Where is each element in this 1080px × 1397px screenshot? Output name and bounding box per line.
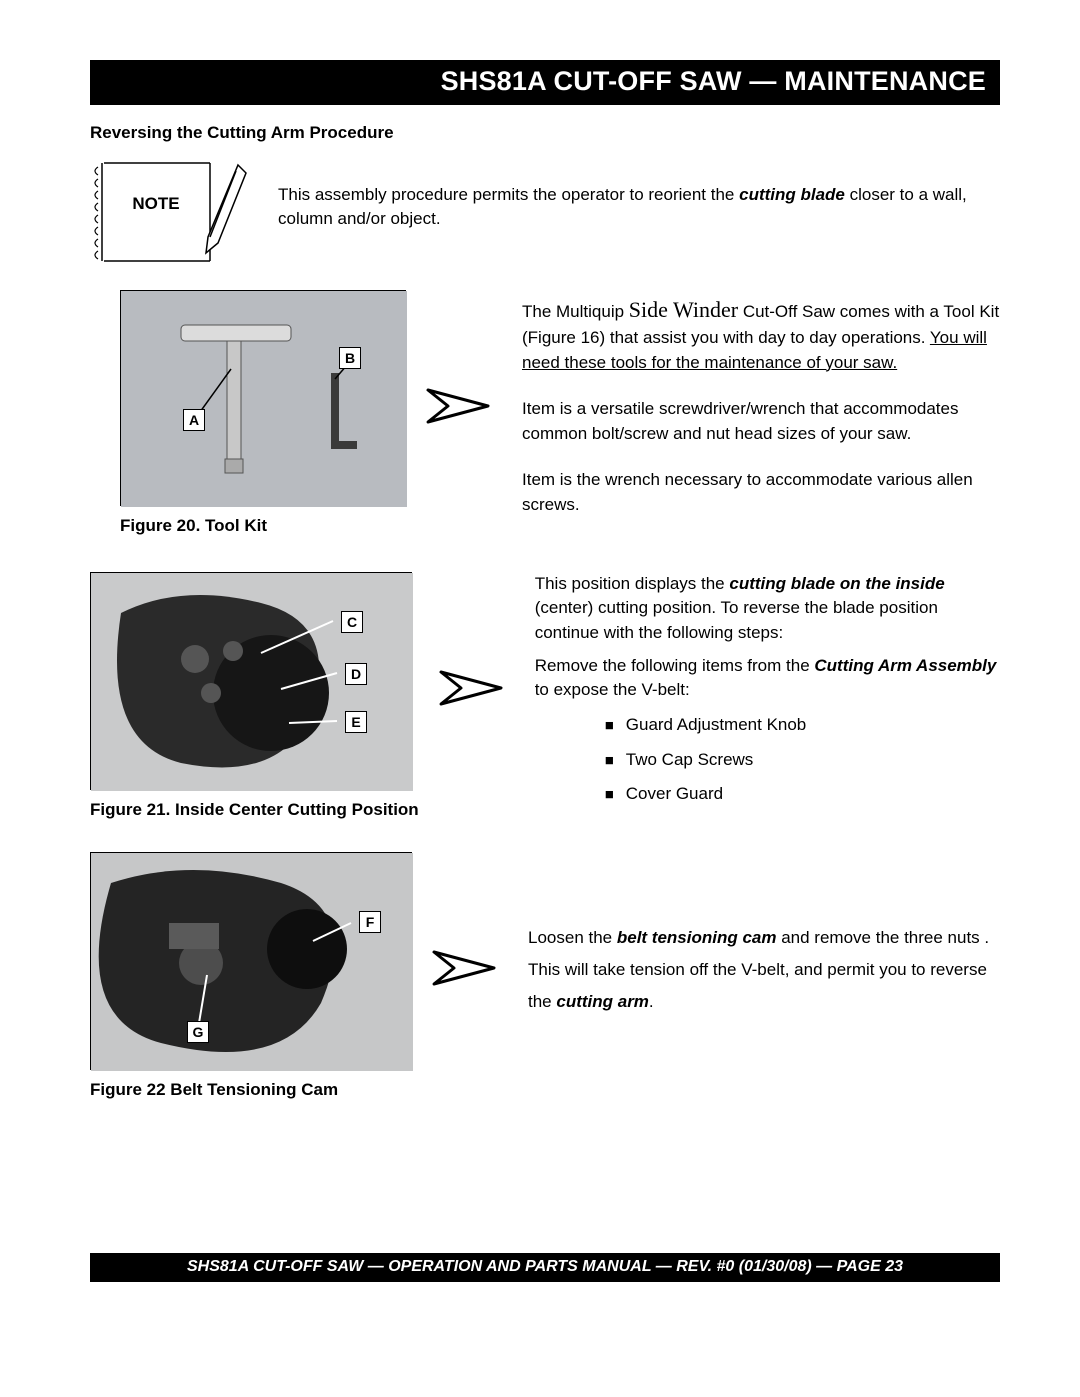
list-item: Two Cap Screws xyxy=(605,748,1000,773)
arrow-icon xyxy=(424,290,504,437)
arrow-icon xyxy=(437,572,517,719)
note-icon-block: NOTE xyxy=(90,157,250,272)
note-row: NOTE This assembly procedure permits the… xyxy=(90,157,1000,272)
arrow-icon xyxy=(430,852,510,999)
figure-22-image: F G xyxy=(90,852,412,1070)
note-label: NOTE xyxy=(132,194,179,213)
figure-21-image: C D E xyxy=(90,572,412,790)
figure-22-text: Loosen the belt tensioning cam and remov… xyxy=(528,852,1000,1041)
figure-22-row: F G Figure 22 Belt Tensioning Cam Loosen… xyxy=(90,852,1000,1100)
figure-20-row: A B Figure 20. Tool Kit The Multiquip Si… xyxy=(90,290,1000,540)
page-footer: SHS81A CUT-OFF SAW — OPERATION AND PARTS… xyxy=(90,1253,1000,1282)
figure-20-text: The Multiquip Side Winder Cut-Off Saw co… xyxy=(522,290,1000,540)
list-item: Cover Guard xyxy=(605,782,1000,807)
callout-a: A xyxy=(183,409,205,431)
figure-22-caption: Figure 22 Belt Tensioning Cam xyxy=(90,1080,338,1100)
figure-21-caption: Figure 21. Inside Center Cutting Positio… xyxy=(90,800,419,820)
remove-items-list: Guard Adjustment Knob Two Cap Screws Cov… xyxy=(605,713,1000,807)
callout-e: E xyxy=(345,711,367,733)
note-text: This assembly procedure permits the oper… xyxy=(278,157,1000,231)
figure-20-caption: Figure 20. Tool Kit xyxy=(120,516,267,536)
list-item: Guard Adjustment Knob xyxy=(605,713,1000,738)
callout-b: B xyxy=(339,347,361,369)
callout-c: C xyxy=(341,611,363,633)
section-heading: Reversing the Cutting Arm Procedure xyxy=(90,123,1000,143)
figure-21-text: This position displays the cutting blade… xyxy=(535,572,1000,817)
page-title-bar: SHS81A CUT-OFF SAW — MAINTENANCE xyxy=(90,60,1000,105)
callout-f: F xyxy=(359,911,381,933)
callout-g: G xyxy=(187,1021,209,1043)
figure-21-row: C D E Figure 21. Inside Center Cutting P… xyxy=(90,572,1000,820)
callout-d: D xyxy=(345,663,367,685)
figure-20-image: A B xyxy=(120,290,406,506)
